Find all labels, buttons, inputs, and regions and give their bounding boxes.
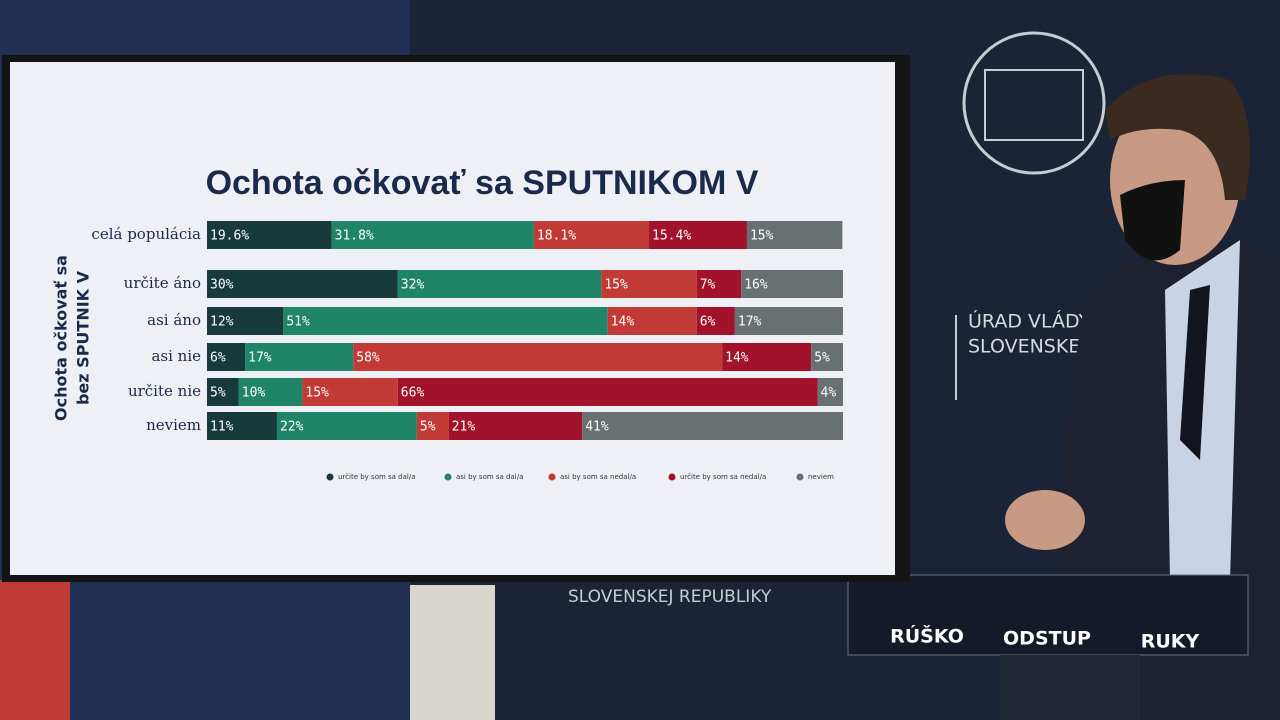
value-label: 6% xyxy=(210,351,226,366)
value-label: 15% xyxy=(750,229,774,244)
bar-segment xyxy=(734,307,843,335)
value-label: 5% xyxy=(210,386,226,401)
value-label: 51% xyxy=(286,315,310,330)
bar-segment xyxy=(601,270,697,298)
bar-segment xyxy=(416,412,449,440)
bar-segment xyxy=(741,270,843,298)
bar-segment xyxy=(746,221,843,249)
value-label: 14% xyxy=(611,315,635,330)
value-label: 15% xyxy=(604,278,628,293)
value-label: 18.1% xyxy=(537,229,576,244)
bar-segment xyxy=(276,412,417,440)
person-tie xyxy=(1180,285,1210,460)
legend-marker xyxy=(548,473,556,481)
bar-segment xyxy=(607,307,697,335)
y-label-line: bez SPUTNIK V xyxy=(74,270,93,405)
bar-segment xyxy=(811,343,843,371)
category-label: asi áno xyxy=(147,311,201,329)
bar-segment xyxy=(817,378,843,406)
category-label: neviem xyxy=(146,416,201,434)
value-label: 21% xyxy=(452,420,476,435)
bar-segment xyxy=(397,270,602,298)
podium-base xyxy=(1000,655,1140,720)
legend-marker xyxy=(326,473,334,481)
value-label: 30% xyxy=(210,278,234,293)
bar-segment xyxy=(696,270,742,298)
person-hand xyxy=(1005,490,1085,550)
value-label: 16% xyxy=(744,278,768,293)
legend-label: neviem xyxy=(808,473,834,481)
value-label: 58% xyxy=(356,351,380,366)
legend-label: asi by som sa dal/a xyxy=(456,473,523,481)
bar-segment xyxy=(283,307,608,335)
bar-segment xyxy=(245,343,354,371)
bar-segment xyxy=(649,221,747,249)
y-label: Ochota očkovať sa bez SPUTNIK V xyxy=(52,255,93,421)
bar-segment xyxy=(207,343,246,371)
value-label: 17% xyxy=(738,315,762,330)
plot: celá populácia 19.6% 31.8% 18.1% 15.4% 15% urč… xyxy=(91,221,843,481)
value-label: 66% xyxy=(401,386,425,401)
emblem-building xyxy=(984,69,1084,141)
value-label: 17% xyxy=(248,351,272,366)
sign-line: ÚRAD VLÁDY xyxy=(968,309,1091,333)
category-label: určite áno xyxy=(124,274,201,292)
value-label: 10% xyxy=(242,386,266,401)
legend-label: určite by som sa dal/a xyxy=(338,473,416,481)
value-label: 6% xyxy=(700,315,716,330)
person-hair xyxy=(1105,74,1250,200)
value-label: 5% xyxy=(420,420,436,435)
person-mask xyxy=(1120,180,1185,261)
bar-segment xyxy=(397,378,818,406)
flag-red xyxy=(0,580,70,720)
category-label: určite nie xyxy=(128,382,201,400)
y-label-line: Ochota očkovať sa xyxy=(52,255,71,421)
value-label: 41% xyxy=(585,420,609,435)
legend-label: asi by som sa nedal/a xyxy=(560,473,636,481)
value-label: 12% xyxy=(210,315,234,330)
legend-marker xyxy=(796,473,804,481)
value-label: 31.8% xyxy=(335,229,374,244)
value-label: 32% xyxy=(401,278,425,293)
bar-segment xyxy=(207,378,239,406)
bar-segment xyxy=(533,221,650,249)
bar-segment xyxy=(238,378,303,406)
value-label: 11% xyxy=(210,420,234,435)
podium-label: RUKY xyxy=(1141,631,1200,653)
bar-segment xyxy=(302,378,398,406)
value-label: 22% xyxy=(280,420,304,435)
value-label: 14% xyxy=(725,351,749,366)
podium-label: RÚŠKO xyxy=(890,624,964,648)
value-label: 5% xyxy=(814,351,830,366)
chart-title: Ochota očkovať sa SPUTNIKOM V xyxy=(206,164,759,202)
legend-marker xyxy=(668,473,676,481)
emblem xyxy=(962,31,1106,175)
podium-label: ODSTUP xyxy=(1003,628,1091,650)
bar-segment xyxy=(207,412,277,440)
value-label: 19.6% xyxy=(210,229,249,244)
value-label: 15.4% xyxy=(652,229,691,244)
value-label: 15% xyxy=(305,386,329,401)
value-label: 4% xyxy=(821,386,837,401)
bar-segment xyxy=(207,307,284,335)
legend-marker xyxy=(444,473,452,481)
bar-segment xyxy=(353,343,723,371)
banner-text: SLOVENSKEJ REPUBLIKY xyxy=(568,587,772,607)
bar-segment xyxy=(207,221,332,249)
bar-segment xyxy=(331,221,534,249)
bar-segment xyxy=(722,343,812,371)
legend-label: určite by som sa nedal/a xyxy=(680,473,766,481)
value-label: 7% xyxy=(700,278,716,293)
bar-segment xyxy=(582,412,843,440)
bar-segment xyxy=(448,412,583,440)
category-label: celá populácia xyxy=(91,225,201,243)
stand-pole xyxy=(410,585,495,720)
bar-segment xyxy=(696,307,735,335)
bar-segment xyxy=(207,270,398,298)
category-label: asi nie xyxy=(151,347,201,365)
